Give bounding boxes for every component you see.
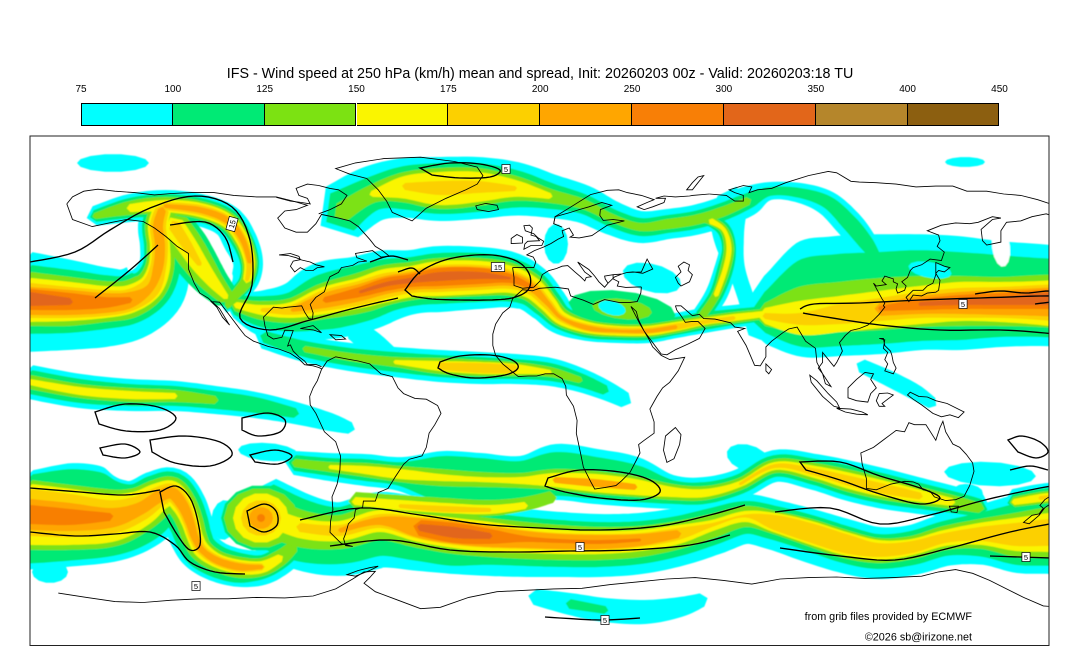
svg-text:5: 5 [578,543,582,552]
svg-text:5: 5 [504,165,508,174]
svg-text:5: 5 [1024,553,1028,562]
svg-text:15: 15 [227,219,238,229]
svg-text:5: 5 [194,582,198,591]
svg-text:©2026 sb@irizone.net: ©2026 sb@irizone.net [865,632,972,644]
svg-text:15: 15 [494,263,502,272]
svg-text:5: 5 [603,616,607,625]
svg-text:from grib files provided by EC: from grib files provided by ECMWF [805,611,973,623]
svg-text:5: 5 [961,300,965,309]
